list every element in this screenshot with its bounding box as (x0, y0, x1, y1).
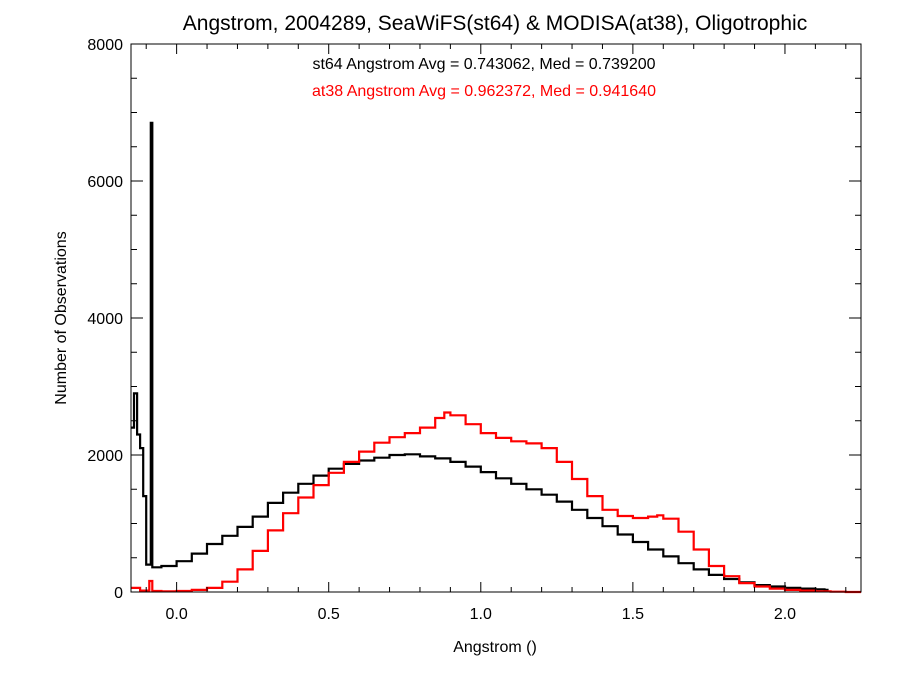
y-tick-label: 2000 (87, 448, 123, 465)
y-tick-label: 0 (114, 585, 123, 602)
chart-title: Angstrom, 2004289, SeaWiFS(st64) & MODIS… (183, 12, 807, 35)
x-tick-label: 1.5 (622, 606, 644, 623)
y-tick-label: 6000 (87, 174, 123, 191)
series-layer (131, 121, 861, 594)
x-axis-label: Angstrom () (453, 639, 537, 656)
annotation-st64: st64 Angstrom Avg = 0.743062, Med = 0.73… (312, 56, 655, 73)
series-line-0 (131, 121, 829, 592)
x-tick-label: 0.0 (166, 606, 188, 623)
y-axis-label: Number of Observations (53, 231, 70, 404)
series-line-1 (131, 411, 861, 594)
y-tick-label: 4000 (87, 311, 123, 328)
axis-layer: 0.0 0.5 1.0 1.5 2.0 0 2000 4000 6000 8000 (87, 37, 862, 623)
x-tick-label: 0.5 (318, 606, 340, 623)
plot-frame (130, 43, 862, 593)
y-tick-label: 8000 (87, 37, 123, 54)
x-tick-label: 1.0 (470, 606, 492, 623)
x-tick-label: 2.0 (774, 606, 796, 623)
annotation-at38: at38 Angstrom Avg = 0.962372, Med = 0.94… (312, 83, 656, 100)
